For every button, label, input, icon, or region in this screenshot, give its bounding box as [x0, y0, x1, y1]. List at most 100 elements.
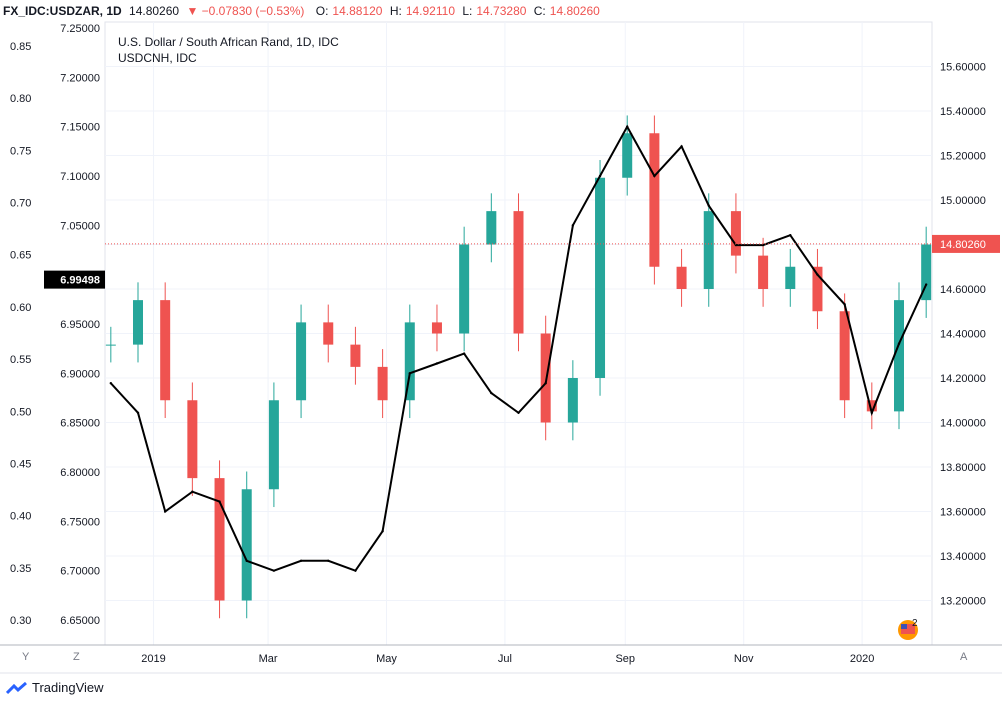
right-tick-label: 15.40000 — [940, 106, 986, 118]
candle — [431, 322, 442, 334]
candle — [812, 266, 823, 312]
x-tick-label: Nov — [734, 653, 754, 665]
compare-point — [626, 125, 629, 128]
candle — [459, 244, 470, 334]
candle — [567, 378, 578, 423]
inner-left-tick-label: 6.80000 — [60, 467, 100, 479]
outer-left-tick-label: 0.30 — [10, 615, 31, 627]
right-tick-label: 13.20000 — [940, 596, 986, 608]
chart-svg: 15.6000015.4000015.2000015.0000014.80000… — [0, 21, 1002, 674]
candle — [268, 400, 279, 490]
change-text: −0.07830 (−0.53%) — [201, 4, 305, 18]
candle — [730, 211, 741, 256]
inner-left-tick-label: 6.90000 — [60, 368, 100, 380]
outer-left-tick-label: 0.55 — [10, 354, 31, 366]
candle — [296, 322, 307, 401]
right-tick-label: 15.20000 — [940, 151, 986, 163]
candle — [105, 344, 116, 346]
right-tick-label: 13.80000 — [940, 462, 986, 474]
candle — [785, 266, 796, 289]
inner-left-tick-label: 6.65000 — [60, 615, 100, 627]
inner-left-tick-label: 7.15000 — [60, 122, 100, 134]
right-tick-label: 14.40000 — [940, 329, 986, 341]
right-tick-label: 14.60000 — [940, 284, 986, 296]
compare-point — [734, 243, 738, 247]
compare-point — [924, 283, 928, 286]
compare-point — [218, 500, 221, 503]
compare-point — [789, 234, 792, 237]
candle — [676, 266, 687, 289]
compare-value-label: 6.99498 — [60, 275, 100, 287]
candle — [214, 478, 225, 601]
brand-name[interactable]: TradingView — [32, 680, 104, 695]
badge-count: 2 — [912, 618, 918, 629]
inner-left-tick-label: 7.25000 — [60, 23, 100, 35]
candle — [377, 366, 388, 401]
scale-button-y-label: Y — [22, 651, 30, 663]
compare-point — [435, 362, 439, 365]
right-tick-label: 13.60000 — [940, 507, 986, 519]
compare-point — [653, 174, 656, 178]
flag-badge-icon[interactable]: 2 — [898, 618, 918, 640]
last-price-label-bg — [932, 234, 1000, 253]
inner-left-tick-label: 6.85000 — [60, 418, 100, 430]
axes: 15.6000015.4000015.2000015.0000014.80000… — [0, 23, 1002, 674]
legend-compare: USDCNH, IDC — [118, 51, 197, 65]
symbol-header: FX_IDC:USDZAR, 1D 14.80260 ▼ −0.07830 (−… — [0, 0, 1002, 22]
candle — [133, 300, 144, 345]
plot-area[interactable] — [105, 115, 932, 619]
candle — [758, 255, 769, 289]
compare-point — [544, 382, 547, 385]
scale-button-z[interactable]: Z — [73, 651, 80, 663]
compare-point — [136, 411, 140, 414]
scale-button-a[interactable]: A — [960, 651, 968, 663]
compare-point — [191, 490, 194, 493]
compare-point — [408, 372, 411, 375]
inner-left-tick-label: 6.95000 — [60, 319, 100, 331]
last-price-label: 14.80260 — [940, 239, 986, 251]
compare-point — [354, 569, 357, 572]
symbol-name[interactable]: FX_IDC:USDZAR, 1D — [3, 4, 122, 18]
candle — [350, 344, 361, 367]
compare-point — [462, 352, 466, 355]
low-label: L: — [462, 4, 473, 18]
candle — [649, 133, 660, 267]
compare-point — [245, 559, 248, 562]
outer-left-tick-label: 0.40 — [10, 511, 31, 523]
last-price: 14.80260 — [129, 4, 180, 18]
compare-point — [272, 569, 276, 572]
open-value: 14.88120 — [332, 4, 383, 18]
candle — [486, 211, 497, 245]
compare-point — [327, 559, 330, 562]
outer-left-tick-label: 0.75 — [10, 145, 31, 157]
candle — [241, 489, 252, 601]
low-value: 14.73280 — [476, 4, 527, 18]
high-value: 14.92110 — [405, 4, 455, 18]
x-tick-label: Mar — [259, 653, 278, 665]
inner-left-tick-label: 7.10000 — [60, 171, 100, 183]
candle — [866, 400, 877, 412]
scale-button-y[interactable]: Y — [22, 651, 30, 663]
outer-left-tick-label: 0.85 — [10, 41, 31, 53]
scale-button-z-label: Z — [73, 651, 80, 663]
tradingview-logo-icon[interactable] — [6, 681, 30, 695]
compare-value-label-bg — [44, 270, 105, 289]
inner-left-tick-label: 6.70000 — [60, 566, 100, 578]
outer-left-tick-label: 0.35 — [10, 563, 31, 575]
inner-left-tick-label: 6.75000 — [60, 516, 100, 528]
right-tick-label: 14.20000 — [940, 373, 986, 385]
outer-left-tick-label: 0.50 — [10, 406, 31, 418]
right-tick-label: 13.40000 — [940, 551, 986, 563]
compare-point — [897, 342, 901, 345]
compare-point — [870, 411, 874, 414]
compare-point — [109, 382, 113, 385]
right-tick-label: 15.60000 — [940, 62, 986, 74]
candle — [160, 300, 171, 401]
outer-left-tick-label: 0.45 — [10, 458, 31, 470]
candle — [323, 322, 334, 345]
compare-point — [571, 224, 575, 227]
change-value: ▼ −0.07830 (−0.53%) — [186, 4, 305, 18]
compare-point — [163, 510, 167, 513]
legend-main: U.S. Dollar / South African Rand, 1D, ID… — [118, 35, 339, 49]
candle — [622, 133, 633, 178]
